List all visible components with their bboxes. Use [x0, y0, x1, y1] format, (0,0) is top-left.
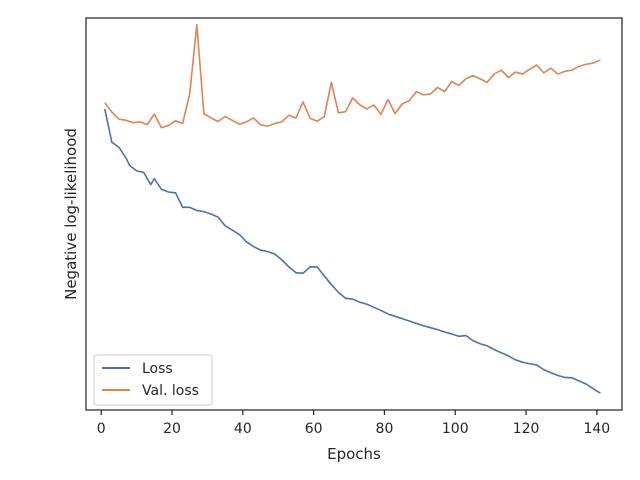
y-axis-label: Negative log-likelihood — [62, 128, 80, 300]
x-tick-label: 20 — [163, 421, 181, 437]
plot-frame — [85, 17, 623, 411]
legend-label-val-loss: Val. loss — [142, 383, 199, 399]
x-tick-label: 0 — [97, 421, 106, 437]
x-tick-label: 140 — [583, 421, 610, 437]
legend: Loss Val. loss — [93, 354, 213, 406]
x-tick-label: 80 — [376, 421, 394, 437]
x-tick-label: 60 — [305, 421, 323, 437]
x-tick-label: 40 — [234, 421, 252, 437]
x-axis-label: Epochs — [327, 445, 381, 463]
series-layer — [103, 23, 601, 394]
series-line-val-loss — [104, 23, 601, 129]
legend-label-loss: Loss — [142, 361, 173, 377]
x-tick-label: 100 — [442, 421, 469, 437]
series-line-loss — [103, 108, 601, 394]
x-tick-label: 120 — [513, 421, 540, 437]
x-axis: 0 20 40 60 80 100 120 140 — [97, 410, 610, 437]
